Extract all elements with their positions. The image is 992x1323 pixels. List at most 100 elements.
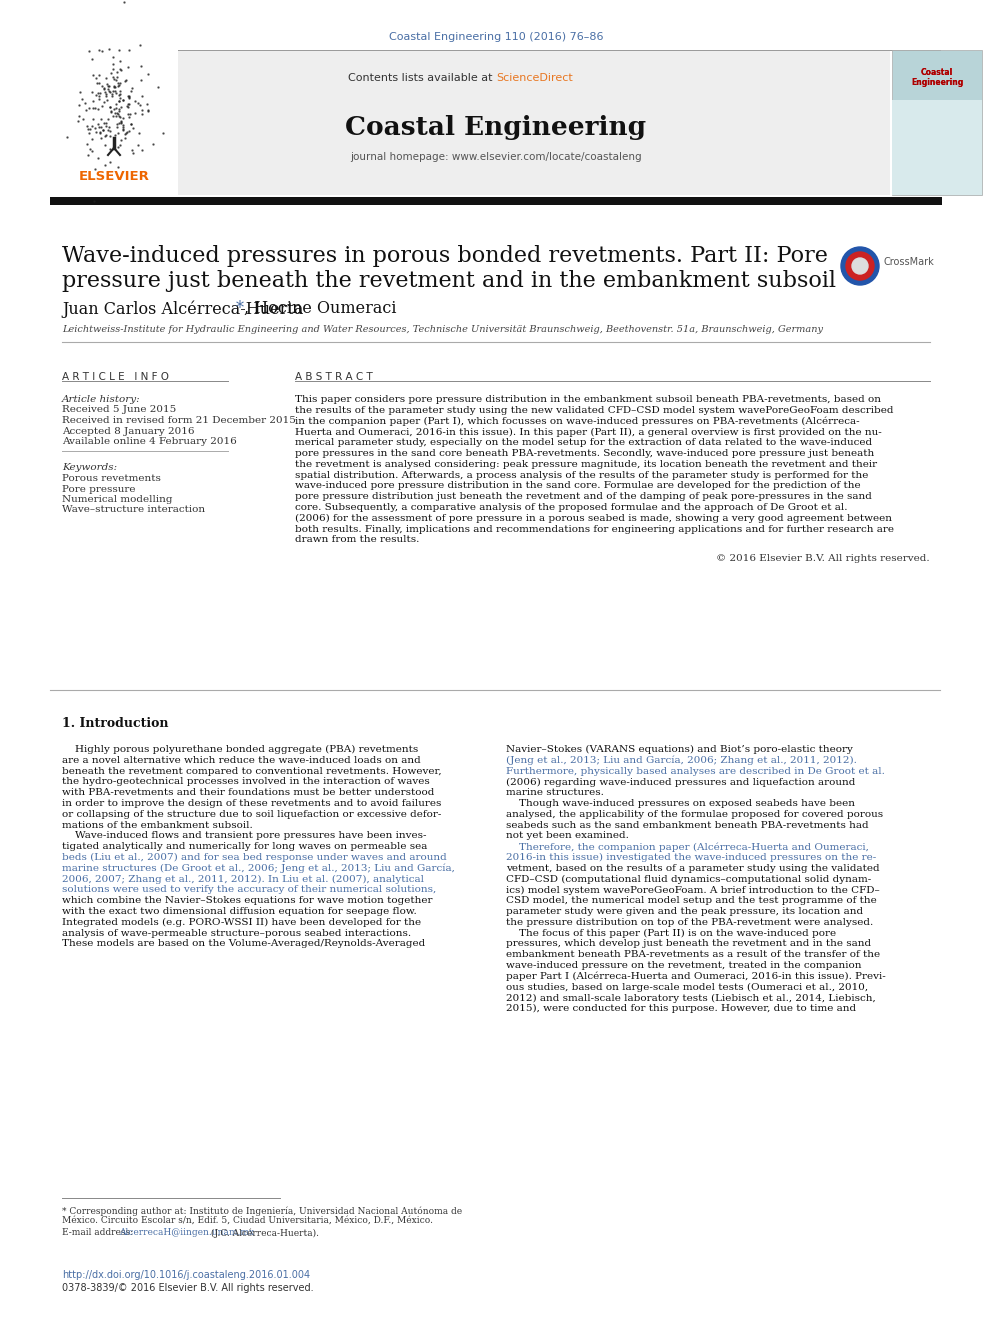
Point: [98, 124, 114, 146]
Point: [102, 82, 118, 103]
Text: * Corresponding author at: Instituto de Ingeniería, Universidad Nacional Autónom: * Corresponding author at: Instituto de …: [62, 1207, 462, 1216]
Point: [140, 99, 156, 120]
Point: [91, 89, 107, 110]
Text: (2006) for the assessment of pore pressure in a porous seabed is made, showing a: (2006) for the assessment of pore pressu…: [295, 513, 892, 523]
Point: [123, 112, 139, 134]
Point: [151, 77, 167, 98]
Text: ics) model system wavePoreGeoFoam. A brief introduction to the CFD–: ics) model system wavePoreGeoFoam. A bri…: [506, 885, 880, 894]
Point: [107, 124, 123, 146]
Point: [71, 81, 87, 102]
Point: [125, 118, 141, 139]
Point: [98, 115, 114, 136]
Text: CSD model, the numerical model setup and the test programme of the: CSD model, the numerical model setup and…: [506, 896, 877, 905]
Text: which combine the Navier–Stokes equations for wave motion together: which combine the Navier–Stokes equation…: [62, 896, 433, 905]
Point: [99, 90, 115, 111]
Point: [105, 69, 121, 90]
Circle shape: [841, 247, 879, 284]
Point: [79, 119, 95, 140]
Point: [89, 112, 105, 134]
Point: [100, 75, 116, 97]
Text: marine structures (De Groot et al., 2006; Jeng et al., 2013; Liu and García,: marine structures (De Groot et al., 2006…: [62, 864, 455, 873]
Point: [140, 101, 156, 122]
Text: Wave-induced pressures in porous bonded revetments. Part II: Pore: Wave-induced pressures in porous bonded …: [62, 245, 828, 267]
Text: Coastal Engineering 110 (2016) 76–86: Coastal Engineering 110 (2016) 76–86: [389, 32, 603, 42]
Point: [102, 126, 118, 147]
Text: the pressure distribution on top of the PBA-revetment were analysed.: the pressure distribution on top of the …: [506, 918, 873, 927]
Text: 0378-3839/© 2016 Elsevier B.V. All rights reserved.: 0378-3839/© 2016 Elsevier B.V. All right…: [62, 1283, 313, 1293]
Point: [113, 112, 129, 134]
Point: [70, 94, 86, 115]
Point: [84, 115, 100, 136]
Bar: [50, 50, 178, 194]
Point: [109, 75, 125, 97]
Point: [70, 110, 86, 131]
Text: drawn from the results.: drawn from the results.: [295, 536, 420, 544]
Point: [82, 118, 98, 139]
Text: Available online 4 February 2016: Available online 4 February 2016: [62, 437, 237, 446]
Point: [109, 103, 125, 124]
Text: wave-induced pore pressure distribution in the sand core. Formulae are developed: wave-induced pore pressure distribution …: [295, 482, 861, 491]
Text: Therefore, the companion paper (Alcérreca-Huerta and Oumeraci,: Therefore, the companion paper (Alcérrec…: [506, 843, 869, 852]
Point: [101, 38, 117, 60]
Point: [100, 78, 116, 99]
Point: [113, 111, 129, 132]
Point: [111, 91, 127, 112]
Point: [121, 106, 137, 127]
Text: CFD–CSD (computational fluid dynamics–computational solid dynam-: CFD–CSD (computational fluid dynamics–co…: [506, 875, 871, 884]
Text: 2015), were conducted for this purpose. However, due to time and: 2015), were conducted for this purpose. …: [506, 1004, 856, 1013]
Point: [105, 81, 121, 102]
Point: [107, 81, 123, 102]
Text: Integrated models (e.g. PORO-WSSI II) have been developed for the: Integrated models (e.g. PORO-WSSI II) ha…: [62, 918, 422, 927]
Text: These models are based on the Volume-Averaged/Reynolds-Averaged: These models are based on the Volume-Ave…: [62, 939, 426, 949]
Point: [123, 81, 139, 102]
Text: pressures, which develop just beneath the revetment and in the sand: pressures, which develop just beneath th…: [506, 939, 871, 949]
Text: 2012) and small-scale laboratory tests (Liebisch et al., 2014, Liebisch,: 2012) and small-scale laboratory tests (…: [506, 994, 876, 1003]
Point: [111, 40, 127, 61]
Point: [102, 64, 118, 85]
Point: [74, 89, 90, 110]
Point: [109, 114, 125, 135]
Text: are a novel alternative which reduce the wave-induced loads on and: are a novel alternative which reduce the…: [62, 755, 421, 765]
Point: [86, 159, 102, 180]
Text: 2006, 2007; Zhang et al., 2011, 2012). In Liu et al. (2007), analytical: 2006, 2007; Zhang et al., 2011, 2012). I…: [62, 875, 424, 884]
Point: [92, 122, 108, 143]
Text: CrossMark: CrossMark: [883, 257, 933, 267]
Text: Though wave-induced pressures on exposed seabeds have been: Though wave-induced pressures on exposed…: [506, 799, 855, 808]
Text: analysed, the applicability of the formulae proposed for covered porous: analysed, the applicability of the formu…: [506, 810, 883, 819]
Point: [97, 153, 113, 175]
Point: [134, 99, 150, 120]
Point: [118, 69, 134, 90]
Text: Pore pressure: Pore pressure: [62, 484, 136, 493]
Text: with PBA-revetments and their foundations must be better understood: with PBA-revetments and their foundation…: [62, 789, 434, 798]
Point: [105, 67, 121, 89]
Point: [115, 119, 131, 140]
Point: [133, 56, 149, 77]
Point: [100, 108, 116, 130]
Point: [87, 98, 103, 119]
Point: [77, 93, 93, 114]
Point: [123, 103, 139, 124]
Text: (J.C. Alcérreca-Huerta).: (J.C. Alcérreca-Huerta).: [207, 1228, 318, 1237]
Point: [79, 134, 95, 155]
Point: [107, 94, 123, 115]
Point: [112, 83, 128, 105]
Bar: [892, 101, 982, 194]
Point: [103, 101, 119, 122]
Point: [112, 87, 128, 108]
Point: [103, 101, 119, 122]
Point: [127, 90, 143, 111]
Text: or collapsing of the structure due to soil liquefaction or excessive defor-: or collapsing of the structure due to so…: [62, 810, 441, 819]
Point: [112, 73, 128, 94]
Text: Coastal
Engineering: Coastal Engineering: [911, 67, 963, 87]
Point: [75, 108, 91, 130]
Text: Coastal
Engineering: Coastal Engineering: [911, 67, 963, 87]
Point: [90, 147, 106, 168]
Point: [100, 116, 116, 138]
Point: [89, 83, 105, 105]
Text: , Hocine Oumeraci: , Hocine Oumeraci: [244, 300, 397, 318]
Point: [117, 123, 133, 144]
Point: [83, 48, 99, 69]
Text: Navier–Stokes (VARANS equations) and Biot’s poro-elastic theory: Navier–Stokes (VARANS equations) and Bio…: [506, 745, 853, 754]
Point: [78, 99, 94, 120]
Text: journal homepage: www.elsevier.com/locate/coastaleng: journal homepage: www.elsevier.com/locat…: [350, 152, 642, 161]
